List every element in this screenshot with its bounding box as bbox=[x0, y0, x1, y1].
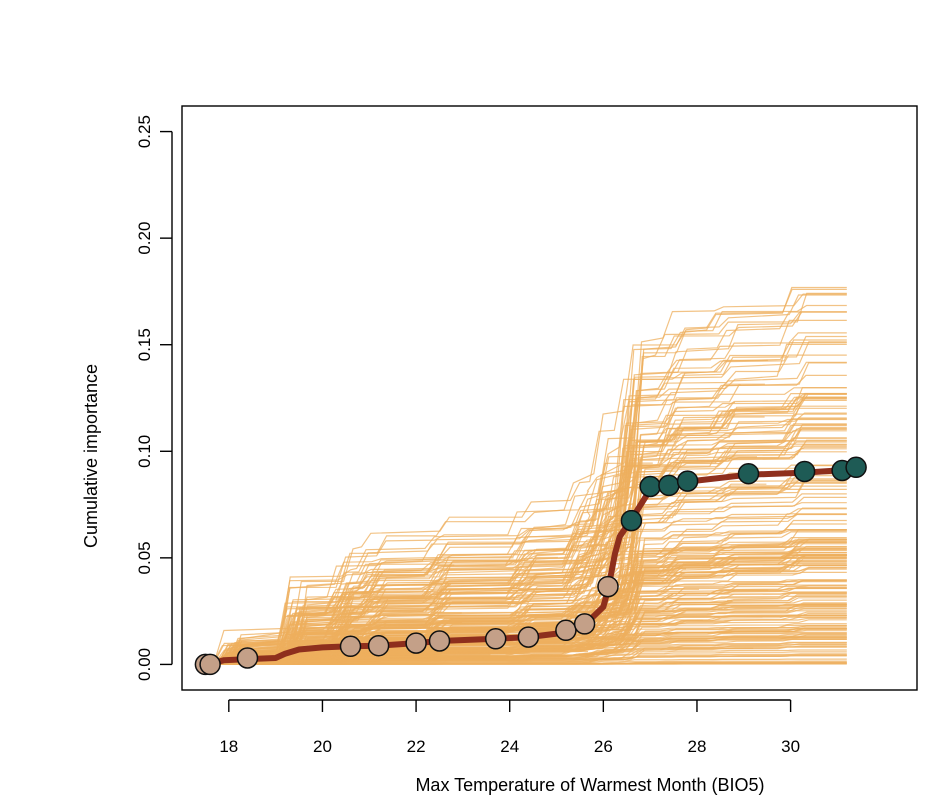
species-curve bbox=[211, 471, 847, 665]
species-curve bbox=[216, 445, 847, 665]
split-point bbox=[339, 635, 362, 658]
species-curve bbox=[218, 541, 847, 665]
split-point bbox=[484, 628, 507, 650]
split-point bbox=[639, 475, 661, 498]
split-point bbox=[405, 632, 427, 654]
species-curve bbox=[216, 286, 847, 665]
species-curve bbox=[222, 440, 847, 665]
species-curve bbox=[218, 319, 847, 665]
species-curve bbox=[222, 359, 768, 665]
species-curve bbox=[217, 441, 847, 665]
species-curve bbox=[214, 604, 847, 665]
species-curve bbox=[222, 644, 847, 665]
species-curve bbox=[210, 472, 847, 665]
species-curve bbox=[211, 362, 847, 665]
species-curve bbox=[210, 451, 847, 665]
species-curve bbox=[220, 311, 847, 665]
y-tick-label: 0.05 bbox=[135, 541, 154, 574]
y-tick-label: 0.25 bbox=[135, 115, 154, 148]
x-tick-label: 20 bbox=[313, 737, 332, 756]
split-point bbox=[236, 647, 259, 669]
species-curve bbox=[217, 398, 847, 665]
plot-frame bbox=[181, 105, 918, 691]
x-tick-label: 24 bbox=[500, 737, 519, 756]
y-tick-label: 0.15 bbox=[135, 328, 154, 361]
x-tick-label: 26 bbox=[594, 737, 613, 756]
species-curve bbox=[220, 396, 847, 665]
species-curve bbox=[223, 412, 847, 665]
species-curve bbox=[210, 418, 847, 665]
species-curve bbox=[222, 475, 847, 665]
species-curve bbox=[217, 354, 786, 665]
split-point bbox=[367, 634, 390, 657]
species-curve bbox=[210, 407, 847, 665]
split-point bbox=[573, 613, 596, 635]
x-tick-label: 30 bbox=[781, 737, 800, 756]
species-curve bbox=[212, 426, 847, 665]
species-curve bbox=[217, 564, 847, 665]
species-curve bbox=[219, 642, 847, 665]
split-point bbox=[517, 626, 540, 648]
split-point bbox=[793, 460, 816, 483]
species-curve bbox=[217, 293, 847, 665]
split-point bbox=[845, 456, 867, 479]
y-tick-label: 0.20 bbox=[135, 222, 154, 255]
species-curve bbox=[210, 616, 847, 665]
y-tick-label: 0.10 bbox=[135, 435, 154, 468]
x-tick-label: 22 bbox=[407, 737, 426, 756]
split-point bbox=[737, 462, 760, 485]
split-point bbox=[620, 509, 643, 532]
species-curve bbox=[210, 646, 847, 665]
split-points bbox=[194, 456, 867, 676]
split-point bbox=[199, 653, 221, 676]
species-curve bbox=[217, 292, 847, 665]
x-tick-label: 28 bbox=[688, 737, 707, 756]
species-curve bbox=[221, 335, 847, 665]
split-point bbox=[676, 470, 699, 492]
x-tick-label: 18 bbox=[219, 737, 238, 756]
x-axis: 18 20 22 24 26 28 30 bbox=[219, 699, 800, 756]
species-curve bbox=[215, 413, 847, 665]
split-point bbox=[597, 575, 619, 598]
y-axis: 0.00 0.05 0.10 0.15 0.20 0.25 bbox=[135, 115, 173, 681]
split-point bbox=[555, 619, 577, 642]
species-curve bbox=[210, 513, 847, 665]
split-point bbox=[658, 474, 680, 497]
y-axis-title: Cumulative importance bbox=[81, 364, 101, 548]
species-curves bbox=[209, 286, 847, 665]
y-tick-label: 0.00 bbox=[135, 648, 154, 681]
species-curve bbox=[221, 342, 847, 665]
split-point bbox=[428, 630, 451, 652]
species-curve bbox=[214, 480, 847, 665]
x-axis-title: Max Temperature of Warmest Month (BIO5) bbox=[415, 775, 764, 795]
